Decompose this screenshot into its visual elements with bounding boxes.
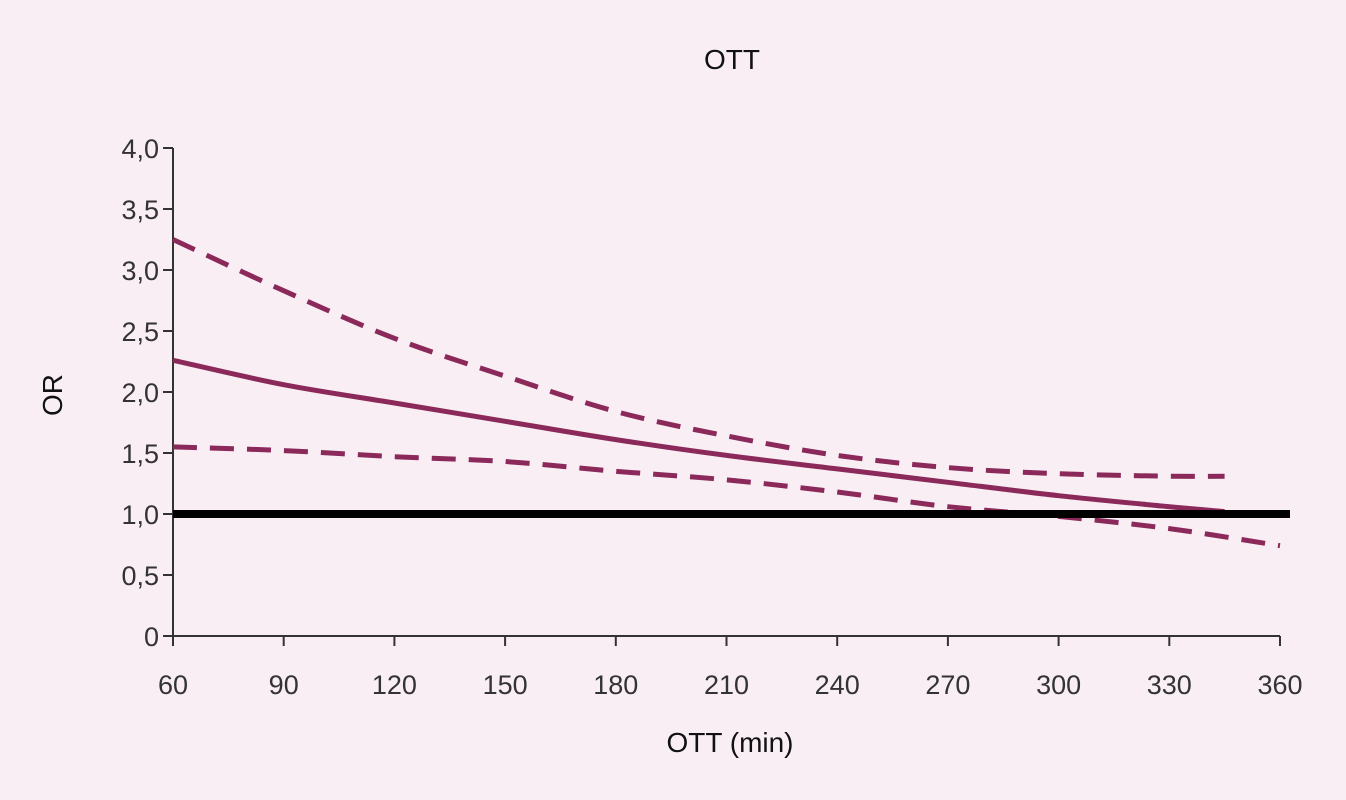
y-tick-label: 3,5: [121, 195, 159, 225]
confidence-bound-line-2: [172, 444, 1281, 549]
y-tick-label: 1,0: [121, 500, 159, 530]
y-tick-label: 2,5: [121, 317, 159, 347]
y-tick-label: 4,0: [121, 134, 159, 164]
x-tick-label: 270: [925, 670, 970, 700]
y-tick-label: 3,0: [121, 256, 159, 286]
y-tick-label: 2,0: [121, 378, 159, 408]
x-tick-label: 120: [372, 670, 417, 700]
series-layer: [171, 237, 1290, 549]
axes: 0 0,5 1,0 1,5 2,0 2,5 3,0 3,5 4,0 60 90 120 150 180 21…: [121, 134, 1302, 700]
chart-title: OTT: [704, 44, 760, 75]
x-tick-label: 90: [269, 670, 299, 700]
x-axis-label: OTT (min): [666, 727, 793, 758]
x-tick-label: 360: [1257, 670, 1302, 700]
x-tick-label: 210: [704, 670, 749, 700]
x-tick-label: 150: [483, 670, 528, 700]
y-axis-label: OR: [37, 374, 68, 416]
x-tick-label: 180: [593, 670, 638, 700]
y-tick-label: 0: [144, 622, 159, 652]
x-tick-label: 330: [1147, 670, 1192, 700]
x-tick-label: 240: [815, 670, 860, 700]
y-tick-label: 1,5: [121, 439, 159, 469]
confidence-bound-line-1: [171, 237, 1225, 479]
estimate-line: [172, 357, 1225, 515]
x-tick-label: 300: [1036, 670, 1081, 700]
y-tick-label: 0,5: [121, 561, 159, 591]
x-tick-label: 60: [158, 670, 188, 700]
